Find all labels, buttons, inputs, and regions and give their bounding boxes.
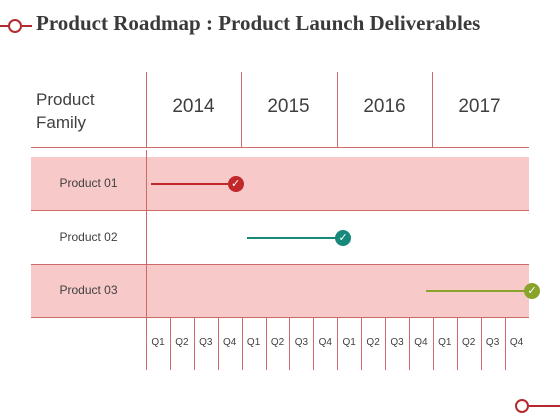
timeline-bar bbox=[151, 183, 236, 185]
quarter-divider bbox=[432, 318, 434, 370]
year-divider bbox=[432, 72, 433, 147]
check-icon: ✓ bbox=[523, 283, 540, 299]
quarter-divider bbox=[193, 318, 195, 370]
quarter-label: Q2 bbox=[175, 337, 189, 348]
quarter-label: Q1 bbox=[342, 337, 356, 348]
product-family-header: Product Family bbox=[36, 90, 95, 132]
quarter-divider bbox=[480, 318, 482, 370]
quarter-label: Q2 bbox=[270, 337, 285, 348]
quarter-label: Q1 bbox=[151, 337, 165, 348]
quarter-label: Q3 bbox=[294, 337, 309, 348]
check-icon: ✓ bbox=[335, 230, 352, 246]
header-divider bbox=[31, 147, 529, 148]
quarter-divider bbox=[217, 318, 219, 370]
quarter-divider bbox=[385, 318, 386, 370]
row-band-product-01 bbox=[31, 157, 529, 210]
quarter-divider bbox=[313, 318, 315, 370]
quarter-label: Q1 bbox=[438, 337, 452, 348]
top-left-connector-ring bbox=[8, 19, 22, 33]
quarter-divider bbox=[504, 318, 506, 370]
year-header-2016: 2016 bbox=[363, 96, 406, 117]
quarter-label: Q2 bbox=[366, 337, 380, 348]
year-divider bbox=[146, 72, 147, 147]
quarter-label: Q3 bbox=[199, 337, 213, 348]
row-divider bbox=[31, 264, 529, 265]
row-label-product-02: Product 02 bbox=[59, 230, 118, 244]
row-divider bbox=[31, 317, 529, 318]
quarter-label: Q4 bbox=[223, 337, 237, 348]
bottom-right-connector-line bbox=[529, 405, 560, 407]
quarter-label: Q4 bbox=[414, 337, 428, 348]
quarter-label: Q2 bbox=[462, 337, 476, 348]
quarter-divider bbox=[169, 318, 171, 370]
quarter-divider bbox=[361, 318, 363, 370]
quarter-label: Q3 bbox=[390, 337, 404, 348]
quarter-label: Q3 bbox=[485, 337, 500, 348]
quarter-divider bbox=[337, 318, 339, 370]
bottom-right-connector-ring bbox=[515, 399, 529, 413]
year-header-2014: 2014 bbox=[172, 96, 215, 117]
row-label-product-03: Product 03 bbox=[59, 283, 118, 297]
top-left-connector-line bbox=[0, 25, 8, 27]
top-left-connector-tail bbox=[22, 25, 32, 27]
quarter-divider bbox=[456, 318, 458, 370]
quarter-label: Q4 bbox=[509, 337, 524, 348]
quarter-divider bbox=[289, 318, 291, 370]
check-icon: ✓ bbox=[227, 176, 244, 192]
page-title: Product Roadmap : Product Launch Deliver… bbox=[36, 11, 481, 35]
quarter-divider bbox=[408, 318, 410, 370]
year-header-2015: 2015 bbox=[267, 96, 310, 117]
row-divider bbox=[31, 210, 529, 211]
quarter-label: Q4 bbox=[318, 337, 332, 348]
quarter-divider bbox=[265, 318, 267, 370]
timeline-bar bbox=[425, 290, 532, 292]
quarter-divider bbox=[241, 318, 243, 370]
label-column-divider bbox=[146, 150, 147, 370]
timeline-bar bbox=[246, 237, 344, 239]
quarter-label: Q1 bbox=[246, 337, 261, 348]
row-label-product-01: Product 01 bbox=[59, 176, 118, 190]
year-divider bbox=[337, 72, 338, 147]
year-header-2017: 2017 bbox=[458, 96, 501, 117]
year-divider bbox=[241, 72, 242, 147]
